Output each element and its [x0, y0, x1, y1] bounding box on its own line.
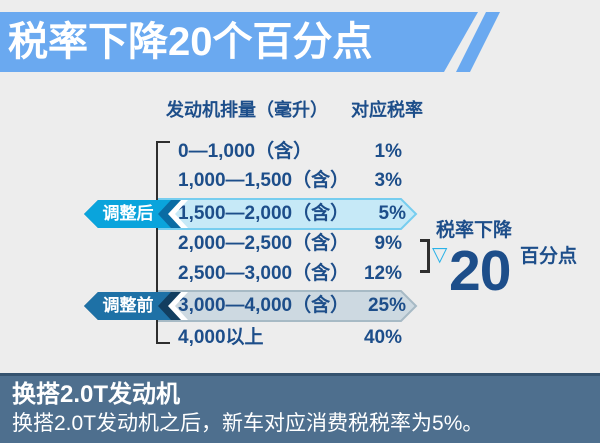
- after-adjustment-tag-icon: [84, 200, 188, 228]
- after-adjustment-label: 调整后: [102, 204, 154, 223]
- title-banner: 税率下降20个百分点: [0, 12, 478, 72]
- callout-caption: 税率下降: [436, 220, 513, 241]
- triangle-down-icon: ▽: [432, 244, 448, 266]
- table-row-rate: 12%: [363, 263, 402, 284]
- table-row-range: 2,500—3,000（含）: [178, 263, 350, 284]
- table-row-rate: 40%: [363, 327, 402, 348]
- table-row-rate: 1%: [374, 141, 402, 162]
- row-group-bracket-icon: [156, 141, 170, 344]
- column-header-rate: 对应税率: [351, 100, 423, 120]
- footer-description: 换搭2.0T发动机之后，新车对应消费税税率为5%。: [12, 412, 484, 435]
- table-row-range: 3,000—4,000（含）: [178, 295, 350, 316]
- page-title: 税率下降20个百分点: [8, 20, 373, 64]
- table-row-range: 1,500—2,000（含）: [178, 203, 350, 224]
- table-row-rate: 25%: [367, 295, 406, 316]
- before-adjustment-label: 调整前: [102, 296, 154, 315]
- footer-title: 换搭2.0T发动机: [12, 381, 181, 408]
- table-row-rate: 3%: [374, 170, 402, 191]
- table-row-range: 0—1,000（含）: [178, 141, 313, 162]
- before-adjustment-tag-icon: [84, 292, 188, 320]
- table-row-rate: 9%: [374, 233, 402, 254]
- column-header-displacement: 发动机排量（毫升）: [166, 100, 328, 120]
- table-row-rate: 5%: [378, 203, 406, 224]
- table-row-range: 2,000—2,500（含）: [178, 233, 350, 254]
- table-row-range: 1,000—1,500（含）: [178, 170, 350, 191]
- callout-value: 20: [449, 239, 511, 303]
- range-bracket-icon: [420, 239, 430, 273]
- table-row-range: 4,000以上: [178, 327, 264, 348]
- footer-panel: 换搭2.0T发动机 换搭2.0T发动机之后，新车对应消费税税率为5%。: [0, 373, 600, 443]
- callout-unit: 百分点: [520, 246, 578, 267]
